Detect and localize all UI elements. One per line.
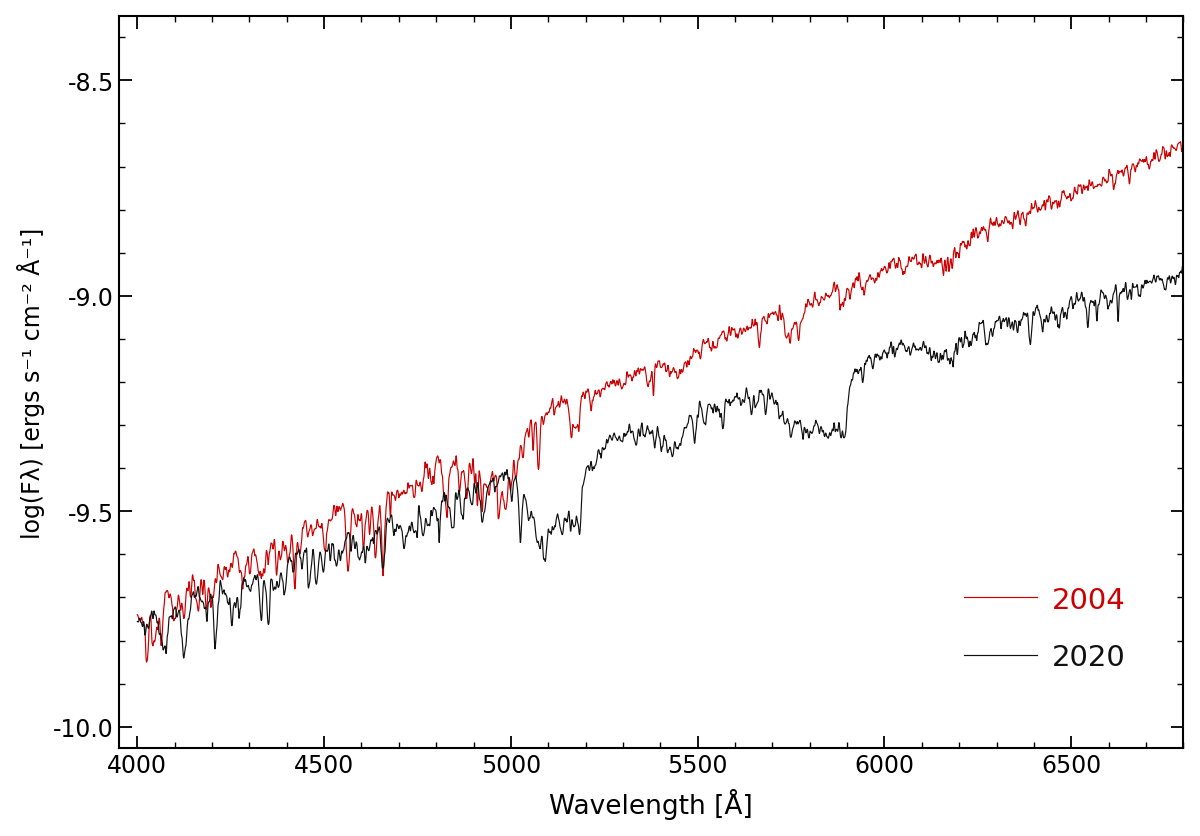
2020: [1096, 288, 1110, 298]
2020: [794, 428, 809, 438]
Y-axis label: log(Fλ) [ergs s⁻¹ cm⁻² Å⁻¹]: log(Fλ) [ergs s⁻¹ cm⁻² Å⁻¹]: [17, 227, 44, 538]
2004: [624, 372, 638, 382]
2020: [176, 653, 191, 663]
2004: [1174, 137, 1188, 147]
2004: [130, 610, 144, 620]
2004: [751, 334, 766, 344]
Legend: 2004, 2020: 2004, 2020: [953, 574, 1136, 683]
2004: [509, 472, 523, 482]
2020: [1175, 262, 1189, 272]
2004: [1096, 174, 1110, 184]
2020: [509, 472, 523, 482]
X-axis label: Wavelength [Å]: Wavelength [Å]: [550, 788, 752, 819]
2020: [751, 397, 766, 407]
2020: [1176, 267, 1190, 277]
2020: [349, 539, 364, 549]
2004: [139, 657, 154, 667]
2020: [130, 617, 144, 627]
2004: [1176, 142, 1190, 152]
Line: 2020: 2020: [137, 267, 1183, 658]
2020: [624, 428, 638, 438]
Line: 2004: 2004: [137, 142, 1183, 662]
2004: [794, 315, 809, 325]
2004: [349, 520, 364, 530]
